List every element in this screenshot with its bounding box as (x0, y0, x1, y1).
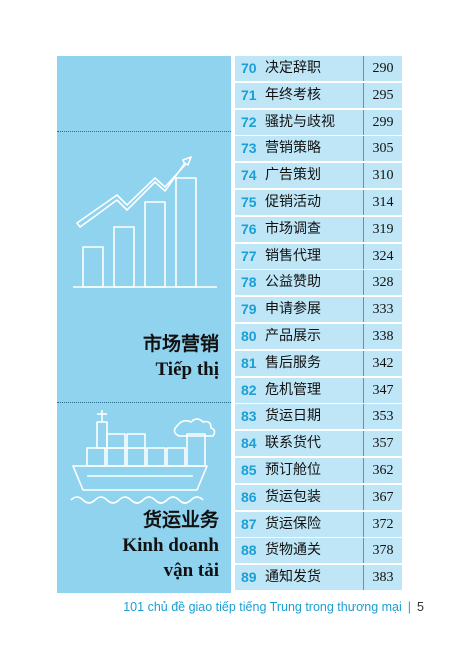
entry-title: 货运保险 (265, 515, 321, 532)
entry-title: 销售代理 (265, 247, 321, 264)
page-footer: 101 chủ đề giao tiếp tiếng Trung trong t… (0, 600, 424, 614)
toc-entry[interactable]: 72 骚扰与歧视 299 (235, 109, 402, 135)
entry-number: 72 (241, 113, 257, 130)
footer-separator: | (407, 600, 412, 614)
entry-number: 84 (241, 435, 257, 452)
entry-title: 售后服务 (265, 354, 321, 371)
entry-number: 76 (241, 220, 257, 237)
entry-number: 81 (241, 354, 257, 371)
entry-title: 通知发货 (265, 569, 321, 586)
toc-entry[interactable]: 74 广告策划 310 (235, 163, 402, 189)
entry-title: 决定辞职 (265, 60, 321, 76)
book-title: 101 chủ đề giao tiếp tiếng Trung trong t… (123, 600, 402, 614)
entry-list: 70 决定辞职 290 71 年终考核 295 72 骚扰与歧视 299 73 营销策略 305 74 广… (235, 56, 402, 592)
toc-entry[interactable]: 73 营销策略 305 (235, 136, 402, 162)
section-title-marketing: 市场营销 Tiếp thị (143, 332, 219, 382)
toc-entry[interactable]: 79 申请参展 333 (235, 297, 402, 323)
entry-page: 299 (363, 109, 402, 135)
toc-entry[interactable]: 70 决定辞职 290 (235, 56, 402, 81)
entry-number: 74 (241, 167, 257, 184)
entry-number: 82 (241, 381, 257, 398)
section-title-freight: 货运业务 Kinh doanh vận tải (122, 508, 219, 583)
entry-page: 338 (363, 323, 402, 349)
entry-number: 71 (241, 86, 257, 103)
entry-page: 328 (363, 270, 402, 296)
entry-number: 89 (241, 569, 257, 586)
entry-title: 广告策划 (265, 167, 321, 184)
toc-entry[interactable]: 76 市场调查 319 (235, 216, 402, 242)
entry-page: 378 (363, 538, 402, 564)
entry-title: 公益赞助 (265, 274, 321, 291)
entry-page: 362 (363, 457, 402, 483)
toc-entry[interactable]: 81 售后服务 342 (235, 350, 402, 376)
entry-page: 310 (363, 163, 402, 189)
toc-entry[interactable]: 83 货运日期 353 (235, 404, 402, 430)
entry-page: 383 (363, 565, 402, 591)
entry-page: 347 (363, 377, 402, 403)
section-title-vn-line2: vận tải (163, 560, 219, 581)
toc-entry[interactable]: 82 危机管理 347 (235, 377, 402, 403)
entry-number: 75 (241, 193, 257, 210)
entry-title: 产品展示 (265, 327, 321, 344)
entry-page: 342 (363, 350, 402, 376)
section-title-cn: 货运业务 (142, 510, 219, 531)
page-number: 5 (417, 600, 424, 614)
toc-entry[interactable]: 84 联系货代 357 (235, 431, 402, 457)
bar-chart-growth-icon (73, 156, 217, 288)
entry-title: 危机管理 (265, 381, 321, 398)
entry-page: 353 (363, 404, 402, 430)
toc-entry[interactable]: 89 通知发货 383 (235, 565, 402, 591)
toc-entry[interactable]: 77 销售代理 324 (235, 243, 402, 269)
toc-entry[interactable]: 75 促销活动 314 (235, 189, 402, 215)
entry-number: 70 (241, 60, 257, 76)
entry-page: 372 (363, 511, 402, 537)
section-title-vn: Tiếp thị (155, 359, 219, 380)
entry-title: 营销策略 (265, 140, 321, 157)
entry-title: 联系货代 (265, 435, 321, 452)
entry-number: 79 (241, 301, 257, 318)
entry-page: 295 (363, 82, 402, 108)
toc-entry[interactable]: 71 年终考核 295 (235, 82, 402, 108)
section-freight: 货运业务 Kinh doanh vận tải (57, 402, 231, 593)
entry-title: 货物通关 (265, 542, 321, 559)
entry-number: 80 (241, 327, 257, 344)
entry-page: 333 (363, 297, 402, 323)
entry-number: 83 (241, 408, 257, 425)
cargo-ship-icon (70, 410, 216, 504)
entry-title: 货运包装 (265, 488, 321, 505)
entry-page: 367 (363, 484, 402, 510)
toc-entry[interactable]: 87 货运保险 372 (235, 511, 402, 537)
entry-number: 78 (241, 274, 257, 291)
toc-entry[interactable]: 80 产品展示 338 (235, 323, 402, 349)
entry-page: 305 (363, 136, 402, 162)
entry-number: 77 (241, 247, 257, 264)
entry-number: 73 (241, 140, 257, 157)
entry-title: 年终考核 (265, 86, 321, 103)
entry-number: 86 (241, 488, 257, 505)
toc-entry[interactable]: 85 预订舱位 362 (235, 457, 402, 483)
toc-entry[interactable]: 86 货运包装 367 (235, 484, 402, 510)
entry-page: 324 (363, 243, 402, 269)
entry-title: 预订舱位 (265, 461, 321, 478)
section-title-vn-line1: Kinh doanh (122, 535, 219, 556)
entry-number: 87 (241, 515, 257, 532)
entry-page: 319 (363, 216, 402, 242)
entry-page: 357 (363, 431, 402, 457)
entry-title: 促销活动 (265, 193, 321, 210)
entry-number: 88 (241, 542, 257, 559)
entry-title: 骚扰与歧视 (265, 113, 335, 130)
toc-entry[interactable]: 78 公益赞助 328 (235, 270, 402, 296)
entry-title: 市场调查 (265, 220, 321, 237)
section-panel: 市场营销 Tiếp thị (57, 56, 231, 593)
table-of-contents: 市场营销 Tiếp thị (57, 56, 402, 593)
entry-page: 314 (363, 189, 402, 215)
toc-entry[interactable]: 88 货物通关 378 (235, 538, 402, 564)
section-title-cn: 市场营销 (142, 334, 219, 355)
entry-title: 货运日期 (265, 408, 321, 425)
entry-number: 85 (241, 461, 257, 478)
entry-page: 290 (363, 56, 402, 81)
section-marketing: 市场营销 Tiếp thị (57, 131, 231, 403)
entry-title: 申请参展 (265, 301, 321, 318)
